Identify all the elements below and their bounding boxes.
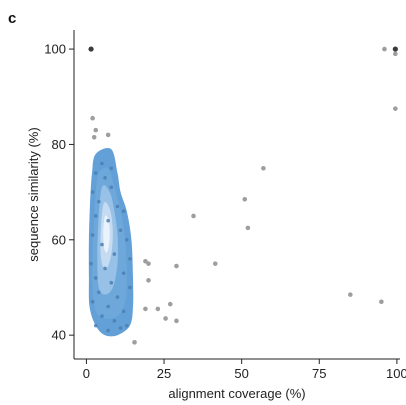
data-point	[155, 306, 161, 312]
data-point	[90, 233, 95, 237]
data-point	[124, 237, 129, 242]
data-point	[174, 263, 179, 269]
data-point	[393, 51, 398, 57]
data-point	[163, 316, 168, 321]
data-point	[97, 290, 101, 295]
data-point	[174, 318, 179, 324]
x-tick-label: 0	[83, 366, 90, 381]
data-point	[121, 309, 126, 314]
data-point	[121, 209, 126, 213]
panel-label: c	[8, 10, 16, 27]
data-point	[143, 258, 148, 264]
data-point	[109, 166, 114, 171]
axes	[73, 30, 400, 360]
data-point	[106, 304, 110, 309]
data-point	[100, 161, 104, 166]
data-point	[146, 278, 151, 283]
data-point	[245, 225, 251, 231]
points-layer	[88, 46, 398, 345]
x-tick-label: 100	[386, 366, 406, 381]
data-point	[261, 165, 266, 171]
data-point	[112, 252, 117, 256]
data-point	[167, 301, 173, 307]
data-point	[143, 306, 148, 312]
data-point	[242, 196, 248, 202]
data-point	[109, 280, 114, 285]
data-point	[212, 261, 218, 266]
data-point	[128, 285, 132, 290]
data-point	[93, 323, 98, 328]
x-tick-label: 75	[312, 366, 326, 381]
data-point	[100, 314, 104, 318]
data-point	[348, 292, 353, 297]
ticks: 0 25 50 75 100 40 60 80 100	[44, 42, 406, 381]
y-axis-title: sequence similarity (%)	[26, 127, 41, 261]
data-point	[118, 326, 123, 330]
data-point	[115, 204, 120, 209]
data-point	[128, 257, 132, 261]
x-tick-label: 50	[234, 366, 248, 381]
density-region	[88, 148, 134, 337]
data-point	[112, 319, 117, 323]
data-point	[121, 271, 126, 275]
data-point	[90, 299, 95, 304]
y-tick-label: 60	[52, 232, 66, 247]
data-point	[100, 242, 104, 247]
data-point	[392, 46, 398, 52]
x-axis-title: alignment coverage (%)	[168, 386, 305, 401]
data-point	[191, 213, 196, 219]
x-tick-label: 25	[157, 366, 171, 381]
density-contour-5	[103, 215, 110, 253]
data-point	[90, 190, 95, 194]
data-point	[132, 340, 137, 345]
data-point	[115, 295, 120, 299]
data-point	[118, 228, 123, 233]
data-point	[106, 328, 110, 333]
y-tick-label: 80	[52, 137, 66, 152]
data-point	[89, 261, 93, 266]
data-point	[393, 106, 398, 111]
data-point	[103, 176, 107, 180]
data-point	[379, 299, 384, 305]
data-point	[93, 276, 98, 280]
data-point	[90, 115, 95, 121]
data-point	[106, 218, 110, 223]
data-point	[124, 323, 129, 328]
data-point	[93, 214, 98, 218]
data-point	[105, 132, 111, 138]
y-tick-label: 100	[44, 42, 66, 57]
data-point	[91, 134, 97, 140]
data-point	[88, 46, 94, 52]
data-point	[97, 199, 101, 204]
data-point	[146, 261, 151, 266]
data-point	[103, 266, 107, 271]
data-point	[93, 171, 98, 175]
data-point	[109, 185, 114, 190]
data-point	[382, 46, 387, 52]
y-tick-label: 40	[52, 328, 66, 343]
data-point	[93, 127, 99, 133]
